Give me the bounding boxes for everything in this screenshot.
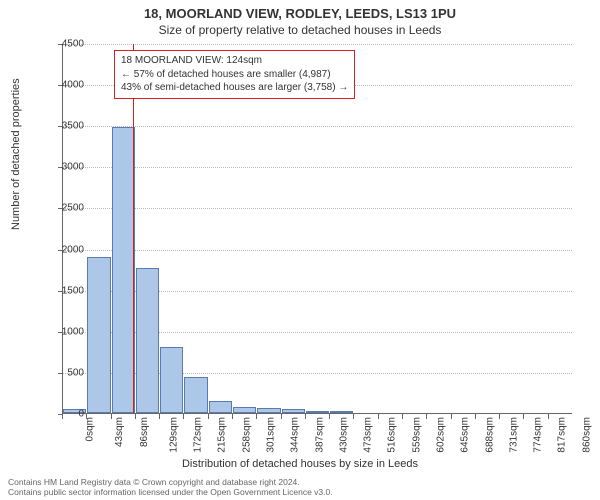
x-tick — [378, 414, 379, 419]
x-tick-label: 602sqm — [436, 417, 447, 453]
plot-region — [62, 44, 572, 414]
chart-title-line1: 18, MOORLAND VIEW, RODLEY, LEEDS, LS13 1… — [0, 0, 600, 21]
y-tick-label: 3500 — [62, 121, 84, 132]
x-tick-label: 516sqm — [387, 417, 398, 453]
x-tick-label: 129sqm — [168, 417, 179, 453]
y-tick — [58, 373, 63, 374]
histogram-bar — [306, 411, 329, 413]
x-tick-label: 817sqm — [557, 417, 568, 453]
marker-line — [133, 44, 134, 413]
grid-line — [63, 208, 572, 209]
x-tick-label: 430sqm — [338, 417, 349, 453]
y-axis-label: Number of detached properties — [10, 78, 22, 230]
histogram-bar — [233, 407, 256, 413]
x-tick-label: 731sqm — [508, 417, 519, 453]
x-tick — [548, 414, 549, 419]
x-tick — [499, 414, 500, 419]
grid-line — [63, 126, 572, 127]
footer-line2: Contains public sector information licen… — [8, 487, 333, 498]
x-tick — [86, 414, 87, 419]
y-tick-label: 1500 — [62, 285, 84, 296]
histogram-bar — [209, 401, 232, 413]
x-tick — [475, 414, 476, 419]
x-tick-label: 43sqm — [114, 417, 125, 447]
x-tick-label: 688sqm — [484, 417, 495, 453]
x-tick — [135, 414, 136, 419]
y-tick-label: 2500 — [62, 203, 84, 214]
x-tick — [159, 414, 160, 419]
x-tick — [305, 414, 306, 419]
grid-line — [63, 250, 572, 251]
footer-attribution: Contains HM Land Registry data © Crown c… — [8, 477, 333, 498]
y-tick-label: 500 — [67, 367, 84, 378]
y-tick-label: 0 — [78, 409, 84, 420]
chart-title-line2: Size of property relative to detached ho… — [0, 21, 600, 41]
y-tick-label: 4000 — [62, 80, 84, 91]
histogram-bar — [136, 268, 159, 413]
x-tick — [426, 414, 427, 419]
x-tick-label: 86sqm — [139, 417, 150, 447]
annotation-line3: 43% of semi-detached houses are larger (… — [121, 81, 348, 95]
x-tick-label: 559sqm — [411, 417, 422, 453]
x-tick — [281, 414, 282, 419]
x-tick — [232, 414, 233, 419]
x-tick-label: 172sqm — [193, 417, 204, 453]
x-tick-label: 860sqm — [581, 417, 592, 453]
x-tick-label: 473sqm — [363, 417, 374, 453]
histogram-bar — [282, 409, 305, 413]
footer-line1: Contains HM Land Registry data © Crown c… — [8, 477, 333, 488]
x-tick-label: 215sqm — [217, 417, 228, 453]
x-tick — [256, 414, 257, 419]
grid-line — [63, 44, 572, 45]
x-tick-label: 344sqm — [290, 417, 301, 453]
histogram-bar — [160, 347, 183, 413]
x-tick — [208, 414, 209, 419]
histogram-bar — [184, 377, 207, 413]
histogram-bar — [330, 411, 353, 413]
x-tick — [329, 414, 330, 419]
annotation-line1: 18 MOORLAND VIEW: 124sqm — [121, 54, 348, 68]
x-tick — [523, 414, 524, 419]
y-tick-label: 4500 — [62, 39, 84, 50]
x-tick — [62, 414, 63, 419]
x-tick — [183, 414, 184, 419]
histogram-bar — [87, 257, 110, 413]
x-tick — [353, 414, 354, 419]
annotation-box: 18 MOORLAND VIEW: 124sqm ← 57% of detach… — [114, 50, 355, 99]
histogram-bar — [257, 408, 280, 413]
x-tick — [451, 414, 452, 419]
x-tick-label: 258sqm — [241, 417, 252, 453]
y-tick-label: 3000 — [62, 162, 84, 173]
annotation-line2: ← 57% of detached houses are smaller (4,… — [121, 68, 348, 82]
x-tick — [111, 414, 112, 419]
x-tick — [402, 414, 403, 419]
x-tick-label: 387sqm — [314, 417, 325, 453]
chart-area: 18 MOORLAND VIEW: 124sqm ← 57% of detach… — [62, 44, 572, 414]
y-tick-label: 1000 — [62, 326, 84, 337]
x-tick-label: 301sqm — [266, 417, 277, 453]
histogram-bar — [112, 127, 135, 413]
grid-line — [63, 167, 572, 168]
y-tick-label: 2000 — [62, 244, 84, 255]
x-tick-label: 645sqm — [460, 417, 471, 453]
x-axis-label: Distribution of detached houses by size … — [0, 458, 600, 470]
x-tick-label: 774sqm — [533, 417, 544, 453]
x-tick-label: 0sqm — [84, 417, 95, 441]
